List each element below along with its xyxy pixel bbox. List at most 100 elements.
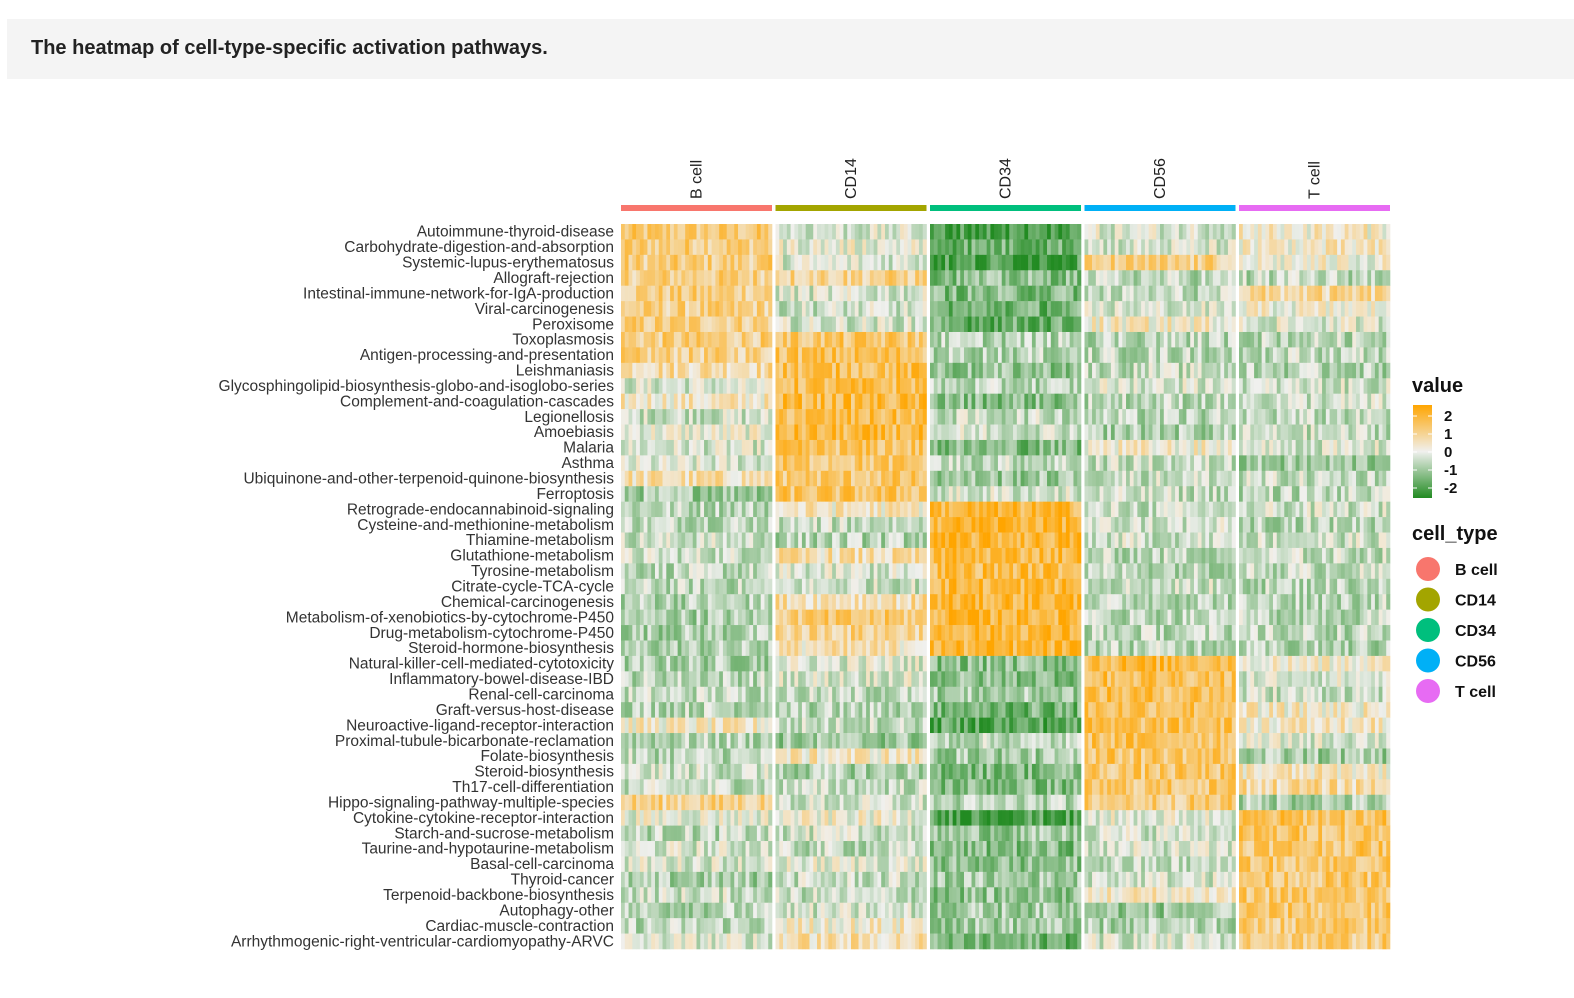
heatmap-cell [715,825,720,842]
heatmap-cell [1028,224,1033,240]
heatmap-cell [832,563,837,580]
heatmap-cell [1001,424,1006,441]
heatmap-cell [726,578,731,595]
heatmap-cell [881,409,886,425]
heatmap-cell [1013,254,1018,271]
heatmap-cell [945,347,950,364]
heatmap-cell [858,825,863,842]
heatmap-cell [873,470,878,487]
heatmap-cell [753,254,758,271]
heatmap-cell [632,640,637,657]
heatmap-cell [997,563,1003,580]
heatmap-cell [820,501,825,518]
heatmap-cell [945,362,950,379]
heatmap-cell [734,733,739,749]
heatmap-cell [986,563,991,580]
heatmap-cell [756,301,761,317]
heatmap-cell [813,933,818,950]
heatmap-cell [685,455,690,472]
heatmap-cell [779,455,784,472]
heatmap-cell [979,224,984,240]
heatmap-cell [756,887,761,904]
heatmap-cell [786,933,791,950]
heatmap-cell [756,733,761,749]
heatmap-cell [994,347,999,364]
heatmap-cell [768,655,773,672]
heatmap-cell [854,254,859,271]
heatmap-cell [1047,285,1052,302]
heatmap-cell [817,841,822,857]
heatmap-cell [817,547,822,564]
heatmap-cell [670,686,675,703]
heatmap-cell [790,239,795,256]
heatmap-cell [621,794,626,811]
heatmap-cell [647,856,652,873]
heatmap-cell [881,856,886,873]
heatmap-cell [948,270,953,287]
heatmap-cell [884,748,890,765]
heatmap-cell [647,640,652,657]
heatmap-cell [1005,331,1010,348]
heatmap-cell [994,501,999,518]
heatmap-cell [651,763,656,780]
heatmap-cell [738,547,743,564]
heatmap-cell [749,285,754,302]
heatmap-cell [628,887,633,904]
heatmap-cell [979,547,984,564]
heatmap-cell [654,671,660,688]
heatmap-cell [911,486,916,502]
heatmap-cell [696,331,701,348]
heatmap-cell [753,625,758,641]
heatmap-cell [704,841,709,857]
heatmap-cell [719,871,724,888]
heatmap-cell [884,517,890,533]
heatmap-cell [651,424,656,441]
heatmap-cell [670,316,675,333]
heatmap-cell [734,779,739,796]
heatmap-cell [843,871,848,888]
heatmap-cell [922,517,927,533]
heatmap-cell [670,254,675,271]
heatmap-cell [862,671,867,688]
heatmap-cell [628,825,633,842]
heatmap-cell [700,733,705,749]
heatmap-cell [862,362,867,379]
heatmap-cell [639,439,644,456]
heatmap-cell [1062,378,1067,394]
heatmap-cell [745,841,750,857]
heatmap-cell [707,733,712,749]
heatmap-cell [892,686,897,703]
heatmap-cell [824,424,829,441]
heatmap-cell [647,733,652,749]
heatmap-cell [979,424,984,441]
heatmap-cell [918,779,924,796]
heatmap-cell [994,671,999,688]
heatmap-cell [1028,424,1033,441]
heatmap-cell [681,331,686,348]
heatmap-cell [696,625,701,641]
heatmap-cell [1050,532,1055,549]
heatmap-cell [624,532,629,549]
heatmap-cell [654,748,660,765]
heatmap-cell [820,254,825,271]
heatmap-cell [858,887,863,904]
heatmap-cell [963,393,969,410]
heatmap-cell [639,794,644,811]
heatmap-cell [753,270,758,287]
heatmap-cell [636,563,641,580]
heatmap-cell [786,517,791,533]
heatmap-cell [764,285,769,302]
heatmap-cell [658,702,663,718]
heatmap-cell [847,717,852,734]
heatmap-cell [828,763,833,780]
heatmap-cell [790,563,795,580]
heatmap-cell [1035,655,1040,672]
heatmap-cell [877,887,882,904]
heatmap-cell [911,517,916,533]
heatmap-cell [1069,347,1074,364]
heatmap-cell [963,578,969,595]
heatmap-cell [873,702,878,718]
heatmap-cell [1020,347,1025,364]
heatmap-cell [907,671,912,688]
heatmap-cell [753,455,758,472]
